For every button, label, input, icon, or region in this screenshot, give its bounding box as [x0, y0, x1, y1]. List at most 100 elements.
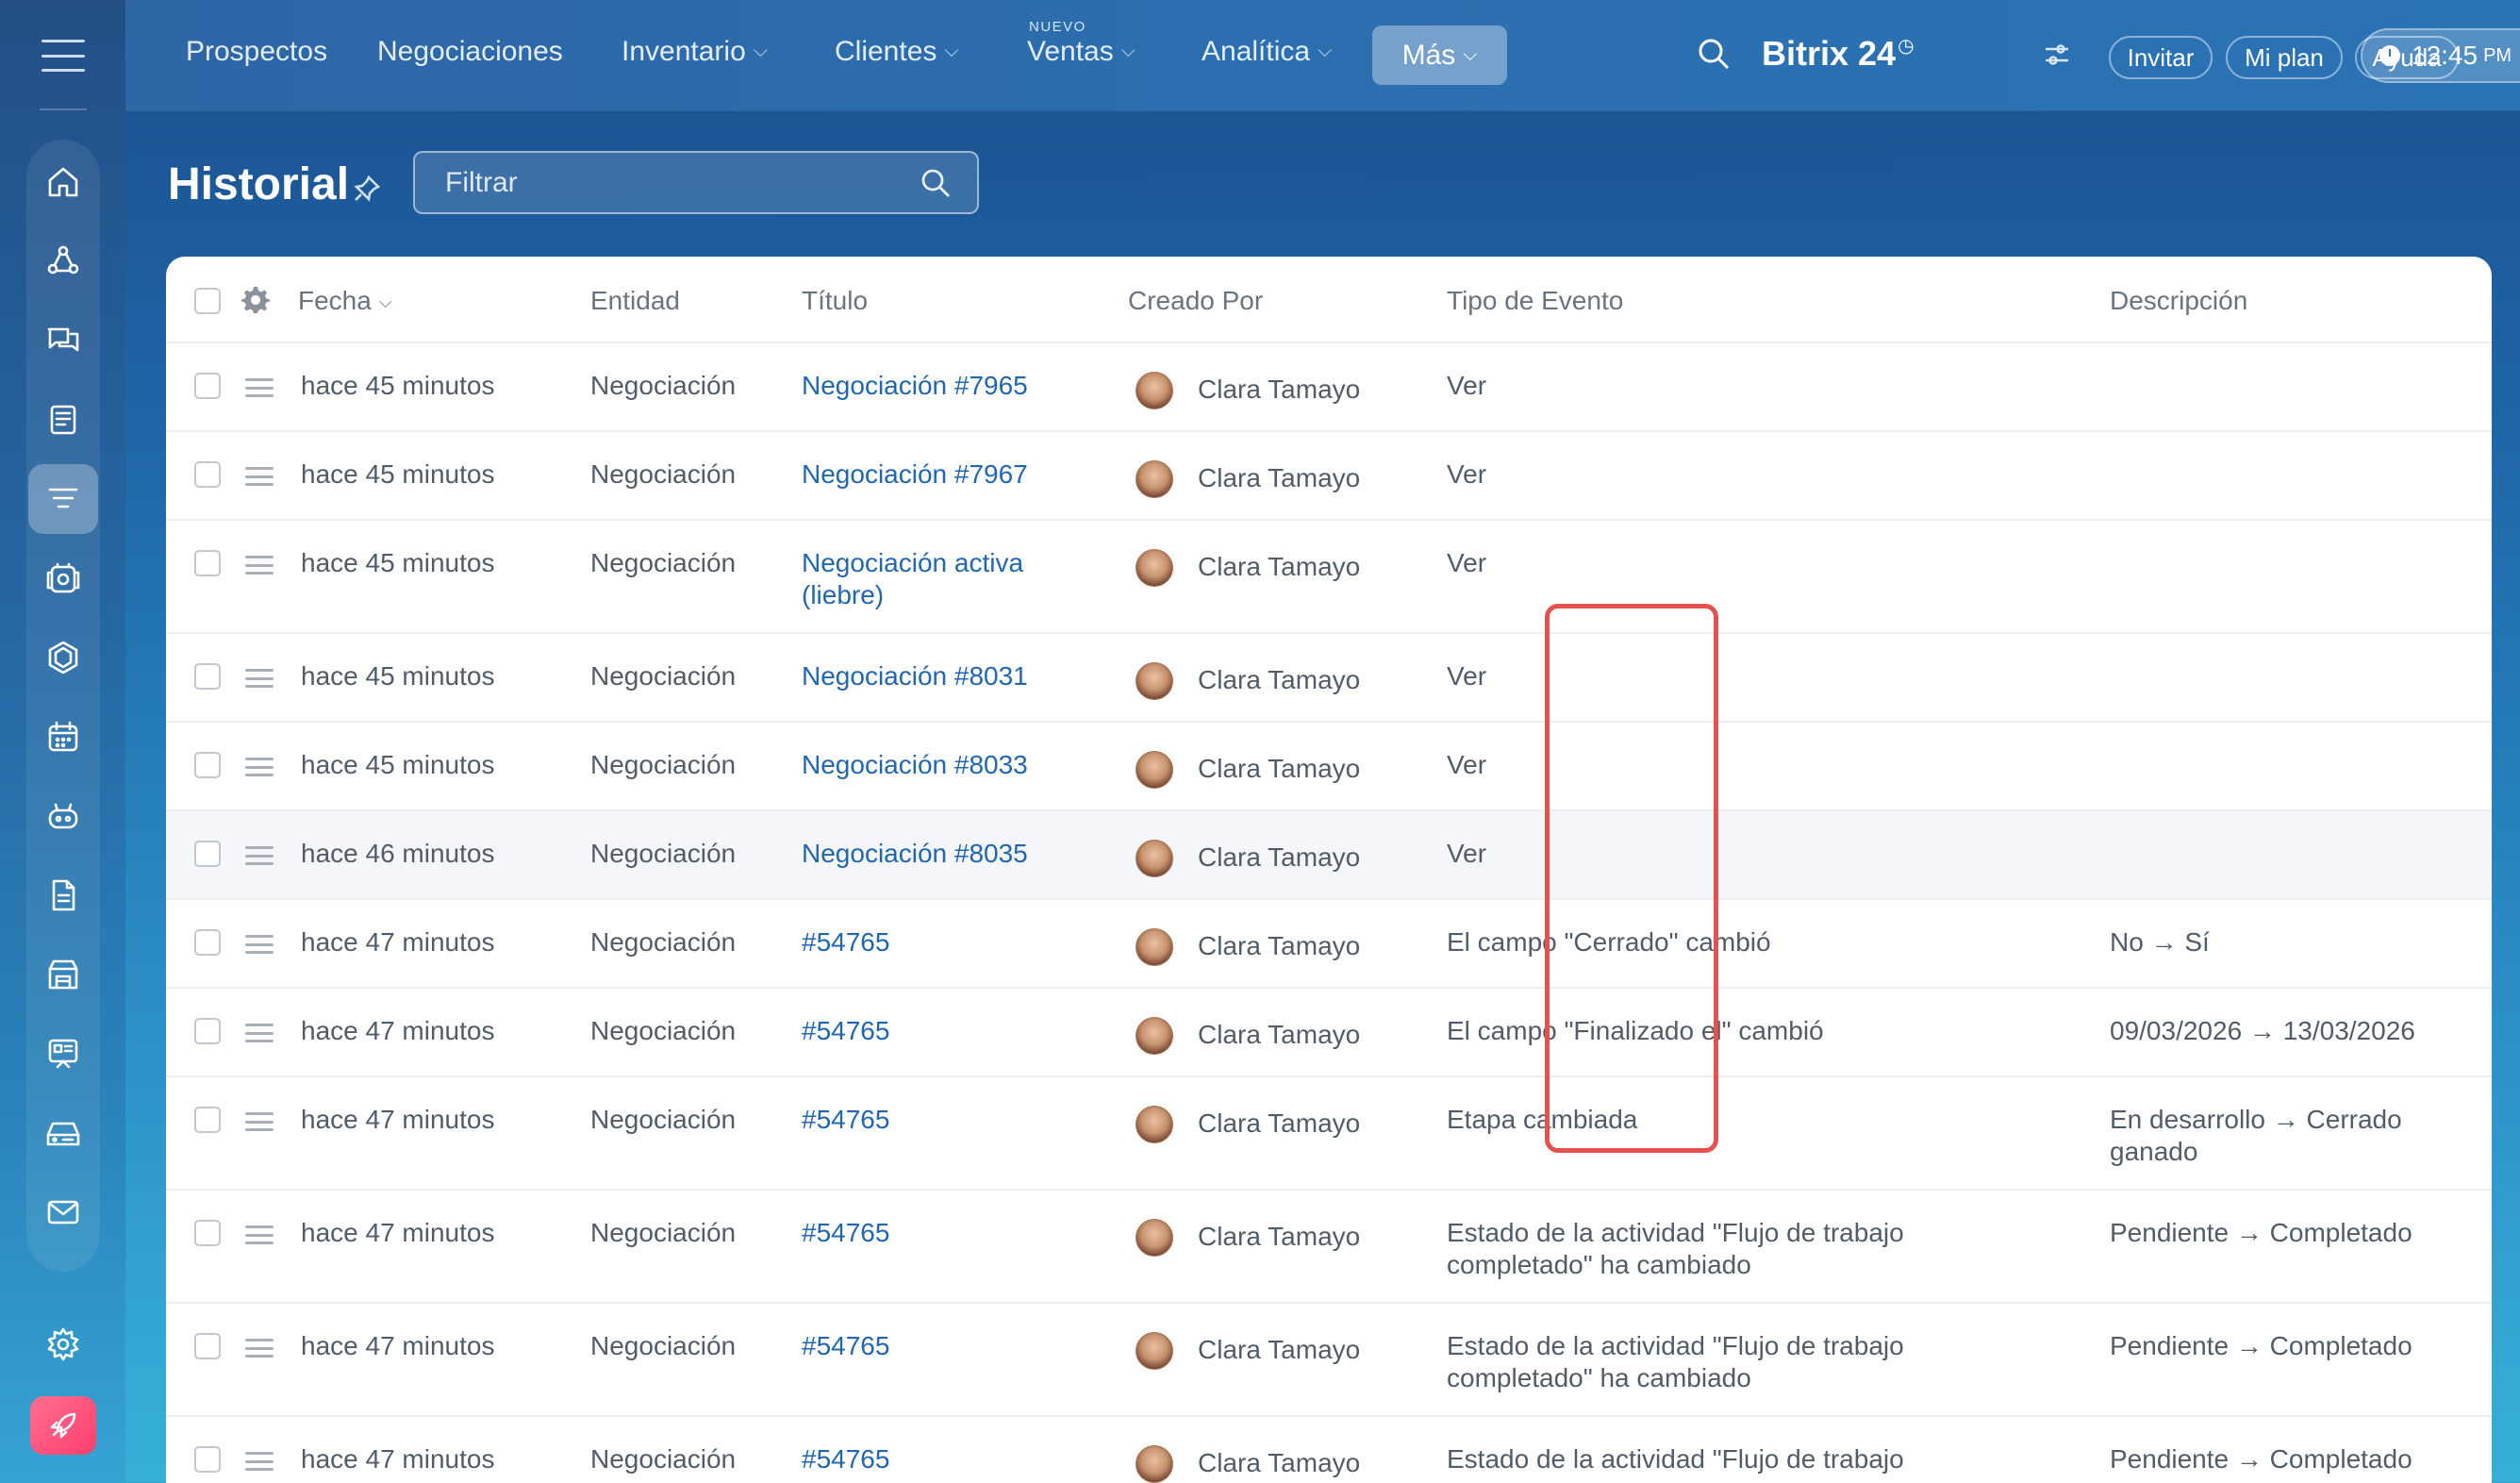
- search-icon[interactable]: [919, 166, 953, 200]
- row-user[interactable]: Clara Tamayo: [1198, 1020, 1361, 1049]
- row-checkbox[interactable]: [194, 373, 221, 399]
- table-row[interactable]: hace 45 minutos Negociación Negociación #7…: [166, 343, 2492, 432]
- crm-funnel-icon[interactable]: [28, 464, 98, 534]
- store-icon[interactable]: [28, 940, 98, 1009]
- avatar[interactable]: [1136, 928, 1173, 966]
- drag-handle-icon[interactable]: [245, 467, 274, 486]
- avatar[interactable]: [1136, 1017, 1173, 1055]
- row-title-link[interactable]: #54765: [802, 1016, 890, 1045]
- row-user[interactable]: Clara Tamayo: [1198, 375, 1361, 404]
- nav-prospectos[interactable]: Prospectos: [186, 36, 328, 67]
- table-row[interactable]: hace 45 minutos Negociación Negociación #7…: [166, 432, 2492, 521]
- row-title-link[interactable]: #54765: [802, 927, 890, 957]
- invite-button[interactable]: Invitar: [2109, 36, 2213, 79]
- drag-handle-icon[interactable]: [245, 669, 274, 688]
- row-checkbox[interactable]: [194, 663, 221, 690]
- drag-handle-icon[interactable]: [245, 935, 274, 954]
- nav-clientes[interactable]: Clientes ⌵: [835, 36, 959, 67]
- row-checkbox[interactable]: [194, 1220, 221, 1246]
- row-title-link[interactable]: Negociación #8035: [802, 839, 1028, 868]
- row-user[interactable]: Clara Tamayo: [1198, 463, 1361, 492]
- row-title-link[interactable]: Negociación #8031: [802, 661, 1028, 691]
- row-user[interactable]: Clara Tamayo: [1198, 931, 1361, 960]
- feed-icon[interactable]: [28, 385, 98, 455]
- table-row[interactable]: hace 47 minutos Negociación #54765 Clara Ta…: [166, 900, 2492, 989]
- table-row[interactable]: hace 47 minutos Negociación #54765 Clara Ta…: [166, 1304, 2492, 1417]
- sliders-icon[interactable]: [2042, 40, 2072, 70]
- nav-more-button[interactable]: Más ⌵: [1372, 25, 1507, 85]
- brand-logo[interactable]: Bitrix 24 ◷: [1762, 34, 1915, 73]
- row-checkbox[interactable]: [194, 1446, 221, 1473]
- nav-inventario[interactable]: Inventario ⌵: [622, 36, 768, 67]
- pin-icon[interactable]: [352, 174, 382, 204]
- row-checkbox[interactable]: [194, 1107, 221, 1133]
- row-title-link[interactable]: Negociación #7965: [802, 371, 1028, 400]
- flow-icon[interactable]: [28, 226, 98, 296]
- drag-handle-icon[interactable]: [245, 378, 274, 397]
- table-row[interactable]: hace 47 minutos Negociación #54765 Clara Ta…: [166, 1417, 2492, 1483]
- row-checkbox[interactable]: [194, 1333, 221, 1359]
- rocket-icon[interactable]: [30, 1396, 96, 1455]
- column-created-by[interactable]: Creado Por: [1128, 286, 1264, 315]
- hexagon-icon[interactable]: [28, 623, 98, 692]
- row-user[interactable]: Clara Tamayo: [1198, 552, 1361, 581]
- avatar[interactable]: [1136, 549, 1173, 587]
- row-title-link[interactable]: #54765: [802, 1218, 890, 1247]
- kiosk-icon[interactable]: [28, 1019, 98, 1089]
- row-user[interactable]: Clara Tamayo: [1198, 754, 1361, 783]
- calendar-icon[interactable]: [28, 702, 98, 772]
- drag-handle-icon[interactable]: [245, 846, 274, 865]
- row-checkbox[interactable]: [194, 841, 221, 867]
- row-checkbox[interactable]: [194, 1018, 221, 1044]
- table-row[interactable]: hace 47 minutos Negociación #54765 Clara Ta…: [166, 989, 2492, 1077]
- nav-negociaciones[interactable]: Negociaciones: [377, 36, 563, 67]
- chat-icon[interactable]: [28, 306, 98, 375]
- row-user[interactable]: Clara Tamayo: [1198, 842, 1361, 872]
- avatar[interactable]: [1136, 1445, 1173, 1483]
- row-user[interactable]: Clara Tamayo: [1198, 1448, 1361, 1477]
- drag-handle-icon[interactable]: [245, 1024, 274, 1042]
- drive-icon[interactable]: [28, 1098, 98, 1168]
- drag-handle-icon[interactable]: [245, 556, 274, 575]
- avatar[interactable]: [1136, 1332, 1173, 1370]
- row-title-link[interactable]: Negociación #8033: [802, 750, 1028, 779]
- table-row[interactable]: hace 47 minutos Negociación #54765 Clara Ta…: [166, 1077, 2492, 1191]
- filter-input[interactable]: [415, 153, 905, 212]
- settings-icon[interactable]: [28, 1309, 98, 1379]
- drag-handle-icon[interactable]: [245, 1339, 274, 1358]
- row-title-link[interactable]: Negociación #7967: [802, 459, 1028, 489]
- drag-handle-icon[interactable]: [245, 758, 274, 776]
- table-row[interactable]: hace 45 minutos Negociación Negociación #8…: [166, 634, 2492, 723]
- column-description[interactable]: Descripción: [2110, 286, 2248, 315]
- row-title-link[interactable]: #54765: [802, 1105, 890, 1134]
- row-user[interactable]: Clara Tamayo: [1198, 1108, 1361, 1138]
- avatar[interactable]: [1136, 460, 1173, 498]
- drag-handle-icon[interactable]: [245, 1225, 274, 1244]
- mail-icon[interactable]: [28, 1177, 98, 1247]
- table-row[interactable]: hace 45 minutos Negociación Negociación #8…: [166, 723, 2492, 811]
- avatar[interactable]: [1136, 840, 1173, 877]
- table-row[interactable]: hace 45 minutos Negociación Negociación ac…: [166, 521, 2492, 634]
- avatar[interactable]: [1136, 662, 1173, 700]
- row-checkbox[interactable]: [194, 461, 221, 488]
- table-row[interactable]: hace 47 minutos Negociación #54765 Clara Ta…: [166, 1191, 2492, 1304]
- bot-icon[interactable]: [28, 781, 98, 851]
- row-checkbox[interactable]: [194, 550, 221, 576]
- row-checkbox[interactable]: [194, 752, 221, 778]
- work-time-button[interactable]: 12:45 PM: [2361, 28, 2520, 83]
- avatar[interactable]: [1136, 1106, 1173, 1143]
- row-title-link[interactable]: #54765: [802, 1444, 890, 1474]
- tasks-icon[interactable]: [28, 543, 98, 613]
- drag-handle-icon[interactable]: [245, 1112, 274, 1131]
- row-user[interactable]: Clara Tamayo: [1198, 665, 1361, 694]
- column-entity[interactable]: Entidad: [590, 286, 680, 315]
- row-title-link[interactable]: #54765: [802, 1331, 890, 1360]
- hamburger-menu-icon[interactable]: [41, 40, 85, 72]
- row-checkbox[interactable]: [194, 929, 221, 956]
- my-plan-button[interactable]: Mi plan: [2226, 36, 2343, 79]
- drag-handle-icon[interactable]: [245, 1452, 274, 1471]
- nav-analitica[interactable]: Analítica ⌵: [1202, 36, 1333, 67]
- select-all-checkbox[interactable]: [194, 288, 221, 314]
- avatar[interactable]: [1136, 751, 1173, 789]
- column-date[interactable]: Fecha ⌵: [298, 286, 392, 315]
